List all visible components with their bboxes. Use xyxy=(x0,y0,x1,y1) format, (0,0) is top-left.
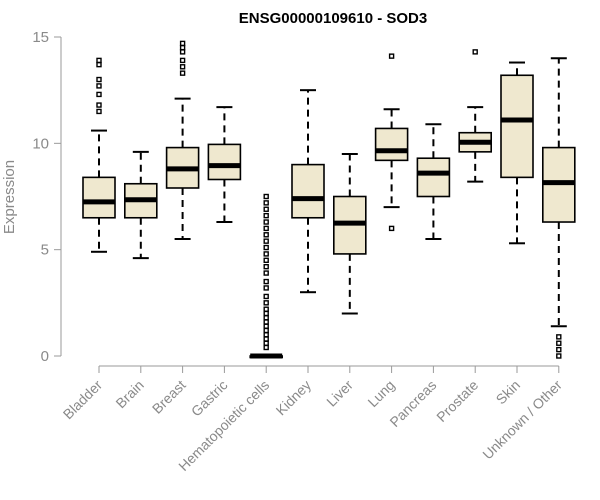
outlier-point xyxy=(263,344,269,351)
outlier-point xyxy=(263,340,269,346)
y-tick-label: 10 xyxy=(32,135,49,152)
outlier-point xyxy=(179,49,186,55)
outlier-point xyxy=(263,327,269,334)
outlier-point xyxy=(96,83,102,89)
outlier-point xyxy=(388,53,395,59)
outlier-point xyxy=(263,319,269,325)
outlier-point xyxy=(179,44,186,51)
box xyxy=(291,89,325,294)
y-tick-label: 0 xyxy=(41,348,49,365)
outlier-point xyxy=(556,340,562,346)
axes: 0 5 10 15 xyxy=(32,29,560,373)
x-tick-label: Breast xyxy=(149,377,189,417)
box xyxy=(165,40,200,241)
box xyxy=(249,193,283,359)
box xyxy=(500,61,534,245)
box xyxy=(332,152,367,315)
outlier-point xyxy=(263,219,269,225)
outlier-point xyxy=(96,61,102,68)
chart-title: ENSG00000109610 - SOD3 xyxy=(239,10,427,27)
outlier-point xyxy=(263,315,269,321)
outlier-point xyxy=(263,193,269,200)
outlier-point xyxy=(263,244,269,251)
outlier-point xyxy=(263,332,269,338)
box-body xyxy=(291,163,325,219)
outlier-point xyxy=(263,323,269,329)
outlier-point xyxy=(556,334,562,340)
outlier-point xyxy=(96,102,102,108)
outlier-point xyxy=(179,40,186,47)
outlier-point xyxy=(263,206,269,212)
outlier-point xyxy=(96,76,102,83)
boxes xyxy=(82,40,576,359)
box xyxy=(541,57,576,359)
outlier-point xyxy=(263,306,269,312)
x-tick-label: Unknown / Other xyxy=(479,377,565,463)
outlier-point xyxy=(263,200,269,206)
outlier-point xyxy=(556,353,562,359)
outlier-point xyxy=(263,300,269,306)
outlier-point xyxy=(263,251,269,257)
outlier-point xyxy=(179,70,186,76)
outlier-point xyxy=(263,293,269,300)
x-tick-label: Kidney xyxy=(273,377,315,419)
outlier-point xyxy=(96,57,102,64)
box-body xyxy=(374,127,409,162)
x-tick-label: Lung xyxy=(364,377,397,410)
outlier-point xyxy=(556,346,562,353)
outlier-point xyxy=(179,64,186,70)
outlier-point xyxy=(179,57,186,64)
outlier-point xyxy=(263,232,269,238)
outlier-point xyxy=(263,270,269,276)
box xyxy=(374,53,409,232)
box-body xyxy=(207,143,242,181)
y-axis-label: Expression xyxy=(1,160,18,234)
box xyxy=(416,123,451,241)
outlier-point xyxy=(263,257,269,263)
box xyxy=(458,49,493,183)
x-tick-label: Liver xyxy=(323,377,356,410)
outlier-point xyxy=(263,336,269,342)
box-body xyxy=(500,74,534,179)
x-tick-label: Skin xyxy=(493,377,524,408)
x-tick-label: Prostate xyxy=(433,377,481,425)
box xyxy=(207,106,242,224)
y-tick-label: 15 xyxy=(32,29,49,46)
outlier-point xyxy=(263,278,269,285)
x-tick-label: Brain xyxy=(112,377,146,411)
outlier-point xyxy=(96,91,102,98)
outlier-point xyxy=(388,225,395,232)
outlier-point xyxy=(472,49,478,55)
outlier-point xyxy=(263,263,269,270)
box xyxy=(124,150,158,260)
outlier-point xyxy=(96,108,102,115)
x-tick-label: Bladder xyxy=(60,377,106,423)
outlier-point xyxy=(263,310,269,317)
box-body xyxy=(82,176,116,219)
box xyxy=(82,57,116,253)
outlier-point xyxy=(263,225,269,232)
outlier-point xyxy=(263,285,269,291)
box-body xyxy=(416,157,451,198)
y-tick-label: 5 xyxy=(41,242,49,259)
outlier-point xyxy=(263,212,269,219)
outlier-point xyxy=(263,238,269,244)
